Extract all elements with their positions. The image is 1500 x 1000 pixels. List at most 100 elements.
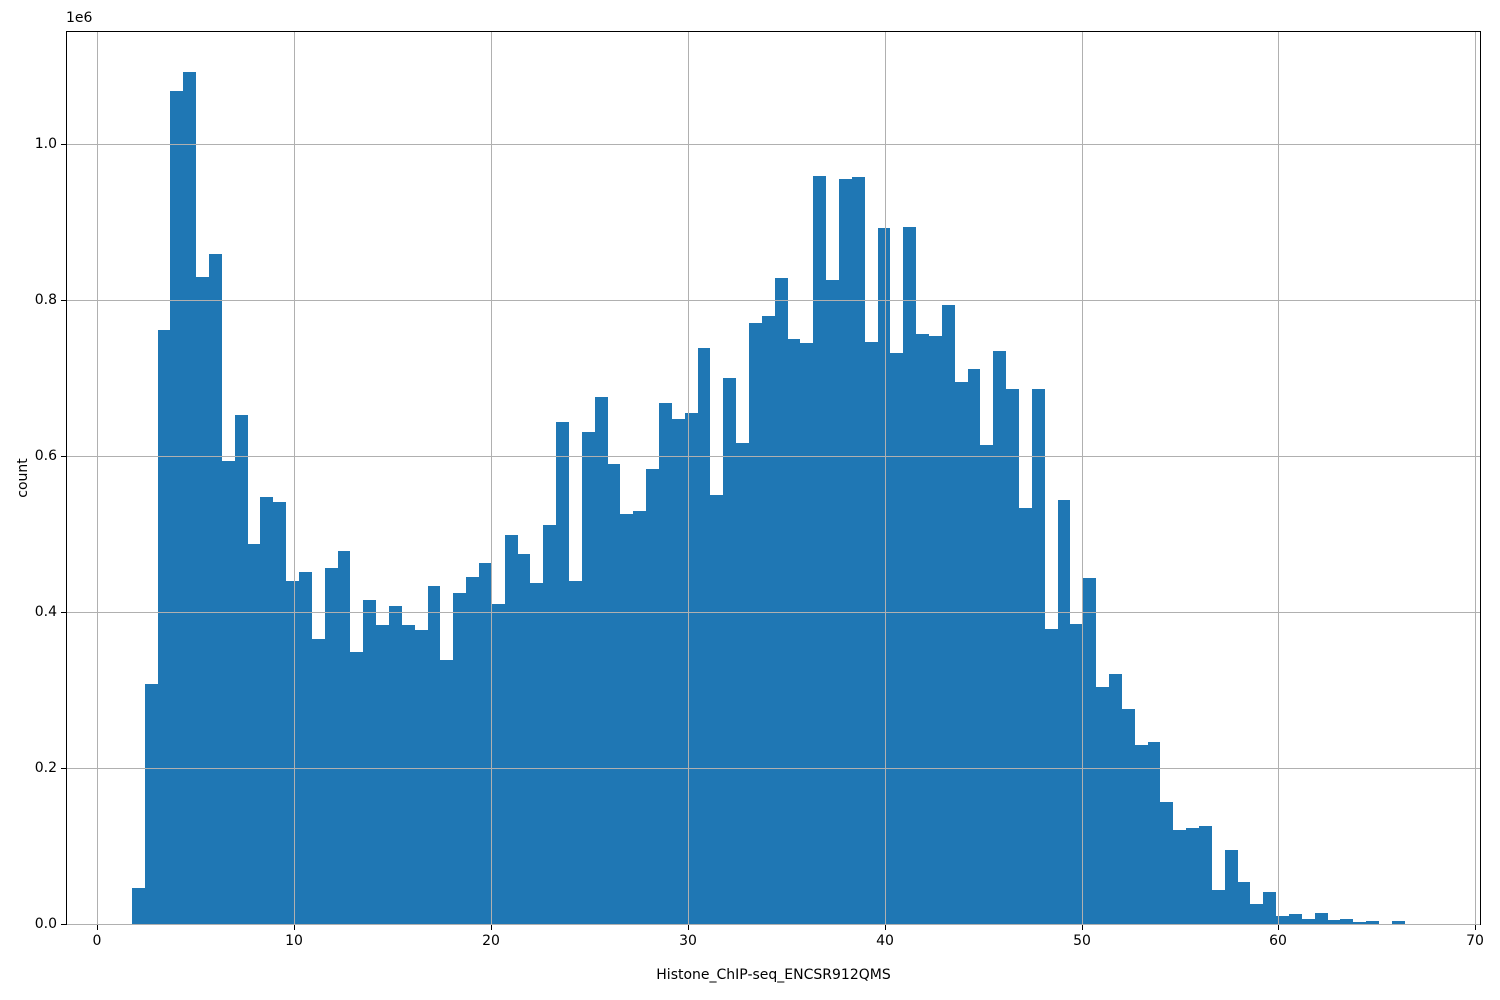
histogram-bar — [556, 422, 569, 924]
histogram-bar — [826, 280, 839, 924]
histogram-bar — [1328, 920, 1340, 924]
histogram-bar — [325, 568, 338, 924]
histogram-bar — [993, 351, 1006, 924]
histogram-bar — [209, 254, 222, 924]
gridline-vertical — [1278, 32, 1279, 924]
histogram-bar — [569, 581, 582, 924]
histogram-bar — [800, 343, 813, 924]
y-tick-label: 0.6 — [34, 448, 57, 464]
histogram-bar — [1199, 826, 1212, 924]
histogram-bar — [389, 606, 402, 924]
histogram-bar — [518, 554, 530, 924]
histogram-bar — [980, 445, 993, 924]
x-tick-label: 50 — [1073, 933, 1091, 949]
y-tick-label: 0.8 — [34, 292, 57, 308]
y-tick-label: 0.2 — [34, 760, 57, 776]
y-axis-label: count — [15, 458, 31, 498]
histogram-bar — [659, 403, 672, 924]
histogram-bar — [813, 176, 826, 924]
histogram-bar — [839, 179, 852, 924]
histogram-bar — [145, 684, 158, 924]
histogram-bar — [1109, 674, 1122, 924]
histogram-bar — [235, 415, 248, 924]
histogram-bar — [312, 639, 325, 924]
histogram-bar — [363, 600, 376, 924]
gridline-vertical — [885, 32, 886, 924]
histogram-bar — [1315, 913, 1328, 924]
y-tick-mark — [61, 456, 66, 457]
histogram-bar — [1122, 709, 1135, 924]
histogram-bar — [916, 334, 929, 924]
histogram-bar — [1250, 904, 1263, 924]
histogram-bar — [1276, 916, 1289, 924]
histogram-bar — [453, 593, 466, 924]
plot-area — [66, 31, 1481, 925]
gridline-vertical — [294, 32, 295, 924]
y-tick-mark — [61, 144, 66, 145]
histogram-bar — [338, 551, 350, 924]
histogram-bar — [1366, 921, 1379, 924]
histogram-bar — [1340, 919, 1353, 924]
histogram-bar — [222, 461, 235, 924]
histogram-bar — [273, 502, 286, 924]
histogram-bar — [762, 316, 775, 924]
histogram-bar — [196, 277, 209, 924]
histogram-bar — [942, 305, 955, 924]
histogram-bar — [608, 464, 620, 924]
y-tick-label: 0.0 — [34, 916, 57, 932]
histogram-bar — [1032, 389, 1045, 924]
gridline-horizontal — [67, 456, 1480, 457]
histogram-bar — [350, 652, 363, 924]
histogram-bar — [903, 227, 916, 924]
histogram-bar — [376, 625, 389, 924]
y-tick-mark — [61, 300, 66, 301]
x-tick-label: 30 — [679, 933, 697, 949]
histogram-bar — [170, 91, 183, 924]
x-tick-mark — [97, 925, 98, 930]
histogram-bar — [672, 419, 685, 924]
histogram-bar — [955, 382, 968, 924]
histogram-bar — [543, 525, 556, 924]
histogram-bars-layer — [67, 32, 1480, 924]
histogram-bar — [749, 323, 762, 924]
histogram-bar — [1302, 919, 1315, 924]
histogram-bar — [865, 342, 878, 924]
x-tick-mark — [294, 925, 295, 930]
histogram-bar — [1045, 629, 1058, 924]
gridline-horizontal — [67, 144, 1480, 145]
histogram-bar — [492, 604, 505, 924]
histogram-bar — [1148, 742, 1160, 924]
gridline-vertical — [1475, 32, 1476, 924]
histogram-bar — [299, 572, 312, 924]
histogram-bar — [1160, 802, 1173, 924]
gridline-vertical — [688, 32, 689, 924]
gridline-vertical — [491, 32, 492, 924]
y-tick-mark — [61, 768, 66, 769]
x-tick-mark — [1082, 925, 1083, 930]
x-tick-label: 0 — [92, 933, 102, 949]
histogram-bar — [1135, 745, 1148, 924]
histogram-bar — [1173, 830, 1186, 924]
histogram-bar — [698, 348, 710, 924]
histogram-bar — [1225, 850, 1238, 924]
histogram-bar — [479, 563, 492, 924]
histogram-bar — [595, 397, 608, 924]
x-tick-mark — [688, 925, 689, 930]
histogram-bar — [1238, 882, 1250, 924]
histogram-bar — [530, 583, 543, 924]
histogram-bar — [1392, 921, 1405, 924]
histogram-bar — [775, 278, 788, 924]
gridline-horizontal — [67, 300, 1480, 301]
histogram-bar — [1263, 892, 1276, 924]
gridline-vertical — [1082, 32, 1083, 924]
x-tick-mark — [885, 925, 886, 930]
histogram-bar — [248, 544, 260, 924]
histogram-bar — [1353, 922, 1366, 924]
y-tick-label: 0.4 — [34, 604, 57, 620]
x-tick-mark — [1278, 925, 1279, 930]
x-tick-mark — [491, 925, 492, 930]
histogram-bar — [1006, 389, 1019, 924]
histogram-bar — [1212, 890, 1225, 924]
histogram-bar — [440, 660, 453, 924]
